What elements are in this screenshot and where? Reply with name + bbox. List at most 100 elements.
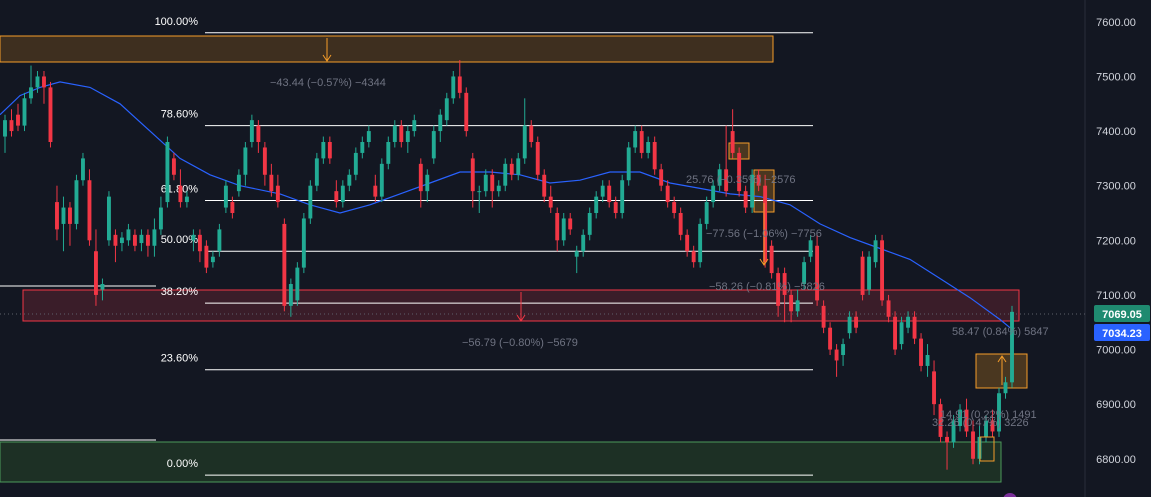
candle-body [275, 185, 280, 203]
candle-body [113, 234, 118, 246]
candle-body [132, 234, 137, 246]
candle-body [912, 316, 917, 339]
candle-body [360, 142, 365, 153]
candle-body [152, 229, 157, 246]
candle-body [626, 147, 631, 181]
candle-body [301, 218, 306, 268]
candle-body [509, 163, 514, 175]
candle-body [3, 120, 7, 137]
measure-label: 25.76 (−0.35%) −2576 [686, 174, 795, 186]
candle-body [191, 234, 196, 241]
candle-body [867, 256, 872, 290]
candle-body [522, 125, 527, 159]
price-tick-label: 6900.00 [1096, 399, 1136, 411]
candle-body [347, 174, 352, 186]
price-tick-label: 7100.00 [1096, 290, 1136, 302]
measure-arrows [322, 38, 1007, 462]
candle-body [854, 316, 859, 328]
candle-body [652, 142, 657, 170]
demand-zone-bottom[interactable] [0, 441, 1002, 483]
supply-zone-top[interactable] [0, 35, 774, 63]
zone-layer [0, 35, 1028, 483]
candle-body [776, 273, 781, 306]
price-tick-label: 7400.00 [1096, 126, 1136, 138]
candle-body [665, 185, 670, 203]
candle-body [730, 131, 735, 153]
price-tick-label: 7500.00 [1096, 71, 1136, 83]
fib-level-label: 0.00% [167, 458, 198, 470]
candle-body [145, 234, 150, 246]
candle-body [386, 142, 391, 164]
candle-body [802, 262, 807, 284]
candle-body [1010, 311, 1014, 383]
candle-body [470, 158, 475, 192]
candle-body [535, 142, 540, 175]
candle-body [789, 294, 794, 312]
candle-body [48, 87, 53, 142]
candle-body [997, 393, 1001, 432]
candle-body [672, 202, 677, 213]
candle-body [308, 185, 313, 219]
candle-body [841, 344, 846, 355]
candle-body [945, 436, 949, 443]
candle-body [262, 147, 267, 175]
candle-body [782, 273, 787, 295]
candle-body [691, 251, 696, 263]
candle-body [22, 98, 27, 126]
candle-body [314, 158, 319, 186]
fib-level-label: 50.00% [161, 234, 199, 246]
candle-body [197, 234, 202, 252]
candle-body [763, 185, 768, 263]
candle-body [100, 284, 105, 290]
candle-body [171, 158, 176, 175]
candle-body [418, 163, 423, 192]
candle-body [821, 305, 826, 328]
measure-label: −43.44 (−0.57%) −4344 [270, 77, 386, 89]
price-tick-label: 6800.00 [1096, 454, 1136, 466]
candle-body [893, 316, 898, 350]
arrow-head-3 [759, 258, 769, 266]
candle-body [412, 120, 417, 132]
candle-body [568, 218, 573, 230]
candle-body [808, 240, 813, 257]
avatar-icon[interactable] [1003, 493, 1017, 497]
candle-body [600, 185, 605, 197]
candle-body [555, 213, 560, 241]
measure-label: −58.26 (−0.81%) −5826 [709, 281, 825, 293]
candle-body [698, 223, 703, 263]
fib-level-label: 23.60% [161, 353, 199, 365]
price-axis[interactable]: 6800.00 6900.00 7000.00 7100.00 7200.00 7300.… [1096, 17, 1136, 466]
candle-body [249, 120, 254, 142]
fibonacci-retracement[interactable]: 100.00%78.60%61.80%50.00%38.20%23.60%0.0… [155, 16, 813, 476]
candle-body [210, 256, 215, 263]
candle-body [548, 196, 553, 208]
candle-body [620, 180, 625, 213]
measure-box-tiny[interactable] [979, 436, 995, 462]
candle-body [119, 237, 124, 244]
candles-layer [3, 60, 1014, 470]
candle-body [561, 218, 566, 241]
candle-body [542, 174, 547, 197]
candle-body [444, 98, 449, 121]
candle-body [392, 125, 397, 142]
candle-body [139, 234, 144, 244]
candle-body [756, 174, 761, 186]
candle-body [243, 147, 248, 175]
candle-body [834, 349, 839, 361]
candle-body [1003, 382, 1008, 394]
candle-body [236, 174, 241, 192]
candle-body [451, 76, 456, 99]
candle-body [932, 371, 936, 405]
candle-body [587, 213, 592, 235]
candle-body [373, 185, 378, 197]
candle-body [483, 174, 488, 192]
arrow-head-1 [322, 54, 332, 62]
candle-body [425, 174, 430, 192]
candle-body [16, 114, 20, 126]
candle-body [717, 169, 722, 186]
candle-body [9, 120, 14, 132]
price-tick-label: 7000.00 [1096, 345, 1136, 357]
candle-body [457, 76, 462, 93]
candle-body [847, 316, 852, 334]
